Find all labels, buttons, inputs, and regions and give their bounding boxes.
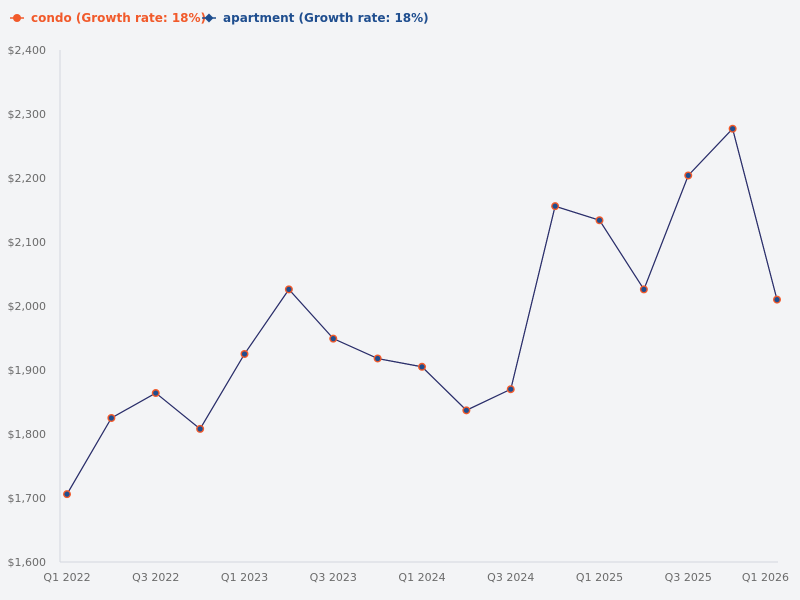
legend: condo (Growth rate: 18%) apartment (Growt… — [10, 11, 429, 25]
apartment-point — [596, 217, 603, 223]
x-tick-label: Q1 2023 — [221, 571, 268, 584]
y-tick-label: $2,200 — [8, 172, 47, 185]
series-line-1 — [66, 127, 778, 495]
y-tick-label: $1,600 — [8, 556, 47, 569]
apartment-point — [286, 286, 292, 292]
y-axis: $1,600 $1,700 $1,800 $1,900 $2,000 $2,100 $2,2… — [8, 44, 61, 569]
apartment-point — [330, 336, 336, 342]
legend-condo-label: condo (Growth rate: 18%) — [31, 11, 206, 25]
legend-apartment-marker — [204, 13, 214, 23]
y-tick-label: $2,000 — [8, 300, 47, 313]
x-axis: Q1 2022 Q3 2022 Q1 2023 Q3 2023 Q1 2024 Q3 20… — [43, 561, 789, 584]
apartment-point — [508, 386, 514, 392]
apartment-point — [730, 126, 736, 132]
y-tick-label: $1,800 — [8, 428, 47, 441]
apartment-point — [197, 426, 203, 432]
apartment-point — [552, 203, 558, 209]
x-tick-label: Q3 2023 — [310, 571, 357, 584]
x-tick-label: Q1 2024 — [398, 571, 445, 584]
x-tick-label: Q3 2024 — [487, 571, 534, 584]
y-tick-label: $2,400 — [8, 44, 47, 57]
apartment-point — [419, 364, 425, 370]
x-tick-label: Q3 2022 — [132, 571, 179, 584]
apartment-point — [375, 355, 381, 362]
series-line-0 — [66, 127, 778, 495]
apartment-point — [641, 286, 647, 292]
x-tick-label: Q1 2026 — [742, 571, 789, 584]
apartment-point — [64, 491, 70, 497]
x-tick-label: Q1 2022 — [43, 571, 90, 584]
y-tick-label: $2,100 — [8, 236, 47, 249]
legend-apartment-label: apartment (Growth rate: 18%) — [223, 11, 429, 25]
apartment-point — [108, 415, 114, 421]
series-markers — [63, 124, 781, 499]
apartment-point — [241, 351, 248, 357]
apartment-point — [153, 390, 159, 396]
y-tick-label: $2,300 — [8, 108, 47, 121]
y-tick-label: $1,700 — [8, 492, 47, 505]
x-tick-label: Q3 2025 — [665, 571, 712, 584]
apartment-point — [685, 172, 691, 179]
y-tick-label: $1,900 — [8, 364, 47, 377]
x-tick-label: Q1 2025 — [576, 571, 623, 584]
apartment-point — [463, 407, 469, 413]
apartment-point — [774, 297, 780, 303]
series-lines — [66, 127, 778, 495]
legend-condo-marker — [13, 14, 21, 22]
